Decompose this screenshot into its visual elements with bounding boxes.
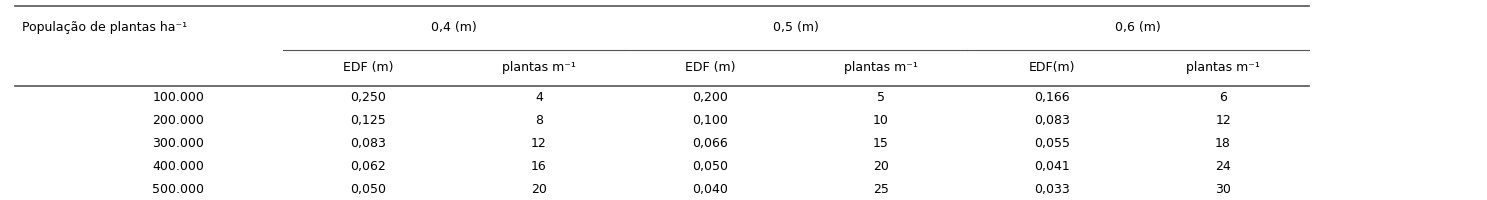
Text: 0,125: 0,125 xyxy=(349,114,387,127)
Text: plantas m⁻¹: plantas m⁻¹ xyxy=(1187,62,1259,74)
Text: EDF(m): EDF(m) xyxy=(1029,62,1075,74)
Text: 4: 4 xyxy=(535,91,543,104)
Text: 0,083: 0,083 xyxy=(349,137,387,150)
Text: 300.000: 300.000 xyxy=(153,137,204,150)
Text: 0,055: 0,055 xyxy=(1033,137,1071,150)
Text: População de plantas ha⁻¹: População de plantas ha⁻¹ xyxy=(22,21,187,34)
Text: 400.000: 400.000 xyxy=(153,160,204,173)
Text: 0,050: 0,050 xyxy=(349,183,387,196)
Text: 0,6 (m): 0,6 (m) xyxy=(1115,21,1160,34)
Text: 24: 24 xyxy=(1215,160,1231,173)
Text: 5: 5 xyxy=(877,91,885,104)
Text: EDF (m): EDF (m) xyxy=(343,62,393,74)
Text: 0,041: 0,041 xyxy=(1033,160,1071,173)
Text: 15: 15 xyxy=(873,137,889,150)
Text: 18: 18 xyxy=(1215,137,1231,150)
Text: 10: 10 xyxy=(873,114,889,127)
Text: 0,083: 0,083 xyxy=(1033,114,1071,127)
Text: 500.000: 500.000 xyxy=(153,183,204,196)
Text: 12: 12 xyxy=(531,137,547,150)
Text: plantas m⁻¹: plantas m⁻¹ xyxy=(503,62,575,74)
Text: EDF (m): EDF (m) xyxy=(686,62,735,74)
Text: 0,066: 0,066 xyxy=(691,137,729,150)
Text: 20: 20 xyxy=(873,160,889,173)
Text: 6: 6 xyxy=(1219,91,1227,104)
Text: 0,040: 0,040 xyxy=(691,183,729,196)
Text: 200.000: 200.000 xyxy=(153,114,204,127)
Text: 0,250: 0,250 xyxy=(349,91,387,104)
Text: 20: 20 xyxy=(531,183,547,196)
Text: 0,033: 0,033 xyxy=(1033,183,1071,196)
Text: 0,5 (m): 0,5 (m) xyxy=(773,21,818,34)
Text: plantas m⁻¹: plantas m⁻¹ xyxy=(845,62,917,74)
Text: 0,200: 0,200 xyxy=(691,91,729,104)
Text: 0,166: 0,166 xyxy=(1035,91,1069,104)
Text: 0,4 (m): 0,4 (m) xyxy=(431,21,476,34)
Text: 0,050: 0,050 xyxy=(691,160,729,173)
Text: 12: 12 xyxy=(1215,114,1231,127)
Text: 100.000: 100.000 xyxy=(153,91,204,104)
Text: 25: 25 xyxy=(873,183,889,196)
Text: 0,100: 0,100 xyxy=(691,114,729,127)
Text: 30: 30 xyxy=(1215,183,1231,196)
Text: 0,062: 0,062 xyxy=(349,160,387,173)
Text: 16: 16 xyxy=(531,160,547,173)
Text: 8: 8 xyxy=(535,114,543,127)
